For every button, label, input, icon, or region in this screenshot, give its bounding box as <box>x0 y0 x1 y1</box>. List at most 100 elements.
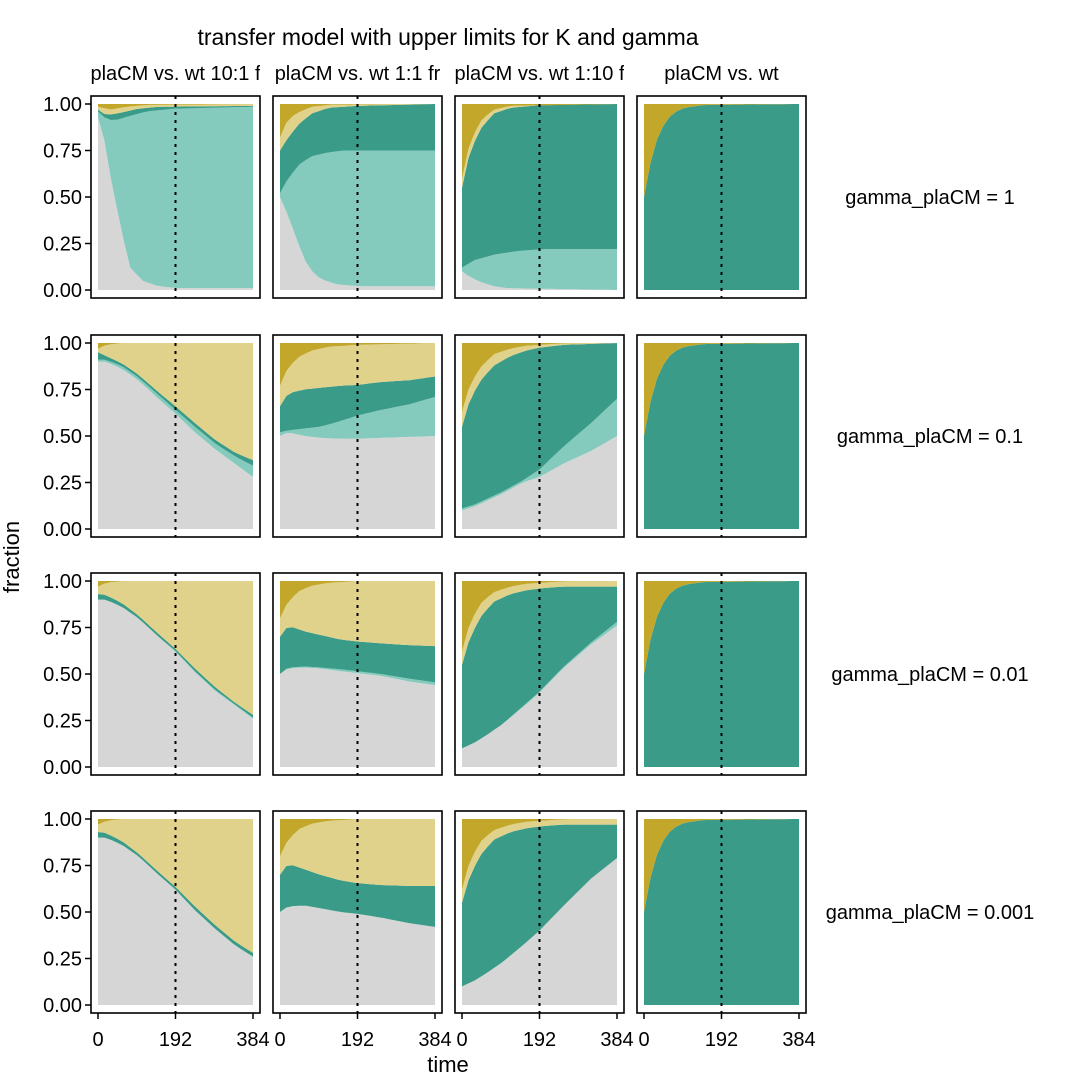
facet-panel <box>98 819 253 1005</box>
area-layer-2 <box>462 621 617 749</box>
facet-panel <box>462 343 617 529</box>
area-layer-5 <box>98 581 253 587</box>
column-strip-label: plaCM vs. wt 10:1 f <box>90 63 261 85</box>
area-layer-5 <box>98 819 253 825</box>
area-layer-4 <box>280 343 435 407</box>
y-tick-label: 0.25 <box>43 234 82 256</box>
area-layer-1 <box>462 271 617 290</box>
x-tick-label: 384 <box>418 1029 451 1051</box>
row-strip-label: gamma_plaCM = 1 <box>845 187 1015 209</box>
area-layer-3 <box>280 376 435 433</box>
x-tick-label: 0 <box>92 1029 103 1051</box>
area-layer-2 <box>98 106 253 289</box>
y-tick-label: 0.75 <box>43 380 82 402</box>
area-layer-5 <box>280 581 435 619</box>
x-tick-label: 0 <box>456 1029 467 1051</box>
area-layer-1 <box>98 837 253 1005</box>
facet-panel <box>644 819 799 1005</box>
y-tick-label: 0.75 <box>43 856 82 878</box>
facet-panel <box>280 581 435 767</box>
y-tick-label: 1.00 <box>43 333 82 355</box>
facet-panel <box>462 104 617 290</box>
area-layer-3 <box>644 581 799 767</box>
y-tick-label: 0.25 <box>43 473 82 495</box>
y-tick-label: 0.50 <box>43 187 82 209</box>
area-layer-3 <box>98 105 253 120</box>
area-layer-1 <box>462 625 617 767</box>
facet-panel <box>644 581 799 767</box>
facet-panels: plaCM vs. wt 10:1 f 0.00 0.25 0.50 0.75 1.00 p… <box>43 63 1034 1051</box>
area-layer-3 <box>462 824 617 987</box>
facet-panel <box>644 104 799 290</box>
panel-frame <box>272 572 443 776</box>
area-layer-5 <box>462 343 617 412</box>
column-strip-label: plaCM vs. wt 1:10 f <box>454 63 625 85</box>
panel-frame <box>454 95 625 299</box>
y-tick-label: 1.00 <box>43 571 82 593</box>
y-tick-label: 0.75 <box>43 141 82 163</box>
x-tick-label: 384 <box>236 1029 269 1051</box>
area-layer-5 <box>280 104 435 138</box>
y-tick-label: 0.75 <box>43 618 82 640</box>
area-layer-2 <box>98 599 253 719</box>
facet-panel <box>98 343 253 529</box>
area-layer-5 <box>280 343 435 386</box>
chart-title: transfer model with upper limits for K a… <box>197 24 698 50</box>
area-layer-1 <box>462 436 617 529</box>
panel-frame <box>636 572 807 776</box>
area-layer-5 <box>644 581 799 674</box>
area-layer-1 <box>98 599 253 767</box>
facet-panel <box>644 343 799 529</box>
area-layer-2 <box>98 359 253 477</box>
area-layer-5 <box>98 104 253 110</box>
area-layer-5 <box>280 819 435 857</box>
area-layer-5 <box>644 343 799 436</box>
panel-frame <box>272 334 443 538</box>
x-tick-label: 0 <box>638 1029 649 1051</box>
area-layer-5 <box>462 581 617 652</box>
column-strip-label: plaCM vs. wt 1:1 fr <box>275 63 441 85</box>
panel-frame <box>454 334 625 538</box>
area-layer-3 <box>462 586 617 749</box>
x-tick-label: 384 <box>600 1029 633 1051</box>
panel-frame <box>636 95 807 299</box>
facet-panel <box>98 104 253 291</box>
row-strip-label: gamma_plaCM = 0.01 <box>831 664 1028 686</box>
area-layer-3 <box>280 104 435 194</box>
y-axis-label: fraction <box>0 521 24 593</box>
area-layer-1 <box>98 117 253 291</box>
area-layer-3 <box>644 819 799 1005</box>
row-strip-label: gamma_plaCM = 0.001 <box>826 902 1034 924</box>
x-tick-label: 192 <box>341 1029 374 1051</box>
facet-panel <box>462 819 617 1005</box>
area-layer-3 <box>644 343 799 529</box>
y-tick-label: 0.25 <box>43 711 82 733</box>
y-tick-label: 0.25 <box>43 949 82 971</box>
panel-frame <box>636 334 807 538</box>
x-tick-label: 192 <box>523 1029 556 1051</box>
area-layer-4 <box>98 104 253 115</box>
y-tick-label: 0.50 <box>43 426 82 448</box>
x-tick-label: 384 <box>782 1029 815 1051</box>
x-tick-label: 0 <box>274 1029 285 1051</box>
area-layer-5 <box>644 104 799 197</box>
facet-panel <box>98 581 253 767</box>
area-layer-1 <box>280 197 435 290</box>
x-tick-label: 192 <box>159 1029 192 1051</box>
area-layer-2 <box>462 249 617 290</box>
y-tick-label: 1.00 <box>43 809 82 831</box>
y-tick-label: 0.50 <box>43 664 82 686</box>
y-tick-label: 1.00 <box>43 94 82 116</box>
x-tick-label: 192 <box>705 1029 738 1051</box>
panel-frame <box>272 95 443 299</box>
area-layer-5 <box>98 343 253 349</box>
area-layer-1 <box>98 361 253 529</box>
column-strip-label: plaCM vs. wt <box>664 63 779 85</box>
facet-panel <box>280 819 435 1005</box>
y-tick-label: 0.50 <box>43 902 82 924</box>
area-layer-3 <box>280 865 435 927</box>
y-tick-label: 0.00 <box>43 280 82 302</box>
y-tick-label: 0.00 <box>43 519 82 541</box>
facet-panel <box>462 581 617 767</box>
